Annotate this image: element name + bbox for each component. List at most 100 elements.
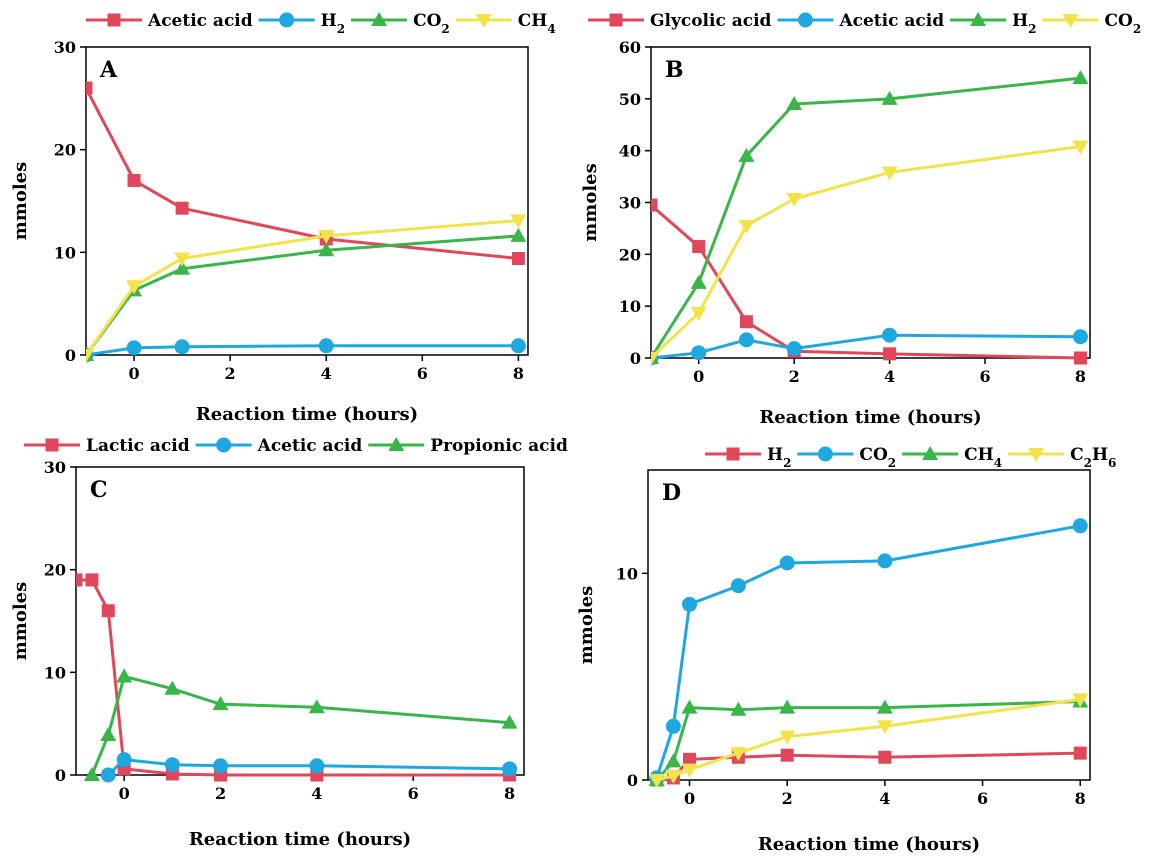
x-tick-label: 2 [225,364,236,383]
data-point [126,340,142,356]
series-1 [649,518,1088,786]
series-line [86,234,519,356]
x-tick-label: 6 [417,364,428,383]
legend-label: CO2 [413,11,450,36]
series-line [90,674,510,776]
plot-frame [85,46,529,356]
data-point [164,680,181,695]
legend: H2 CO2 CH4 C2H6 [705,445,1116,470]
chart-panel-b: 0 2 4 6 8 0 10 20 30 40 50 60 Reaction time (hours) m… [580,11,1141,428]
data-point [665,769,682,784]
legend-marker [726,447,740,461]
data-point [682,596,698,612]
x-tick-label: 0 [128,364,139,383]
data-point [100,767,116,783]
legend: Acetic acid H2 CO2 CH4 [86,11,556,36]
series-line [656,697,1081,782]
y-tick-label: 30 [619,194,641,213]
data-point [779,555,795,571]
data-point [126,280,143,295]
series-line [655,524,1081,779]
y-tick-label: 20 [54,141,76,160]
chart-panel-a: 0 2 4 6 8 0 10 20 30 Reaction time (hours) mmoles A… [10,11,556,425]
legend-label: CO2 [1105,11,1142,36]
legend-item: CO2 [1042,11,1142,36]
x-axis-label: Reaction time (hours) [189,829,411,850]
data-point [318,338,334,354]
data-point [318,229,335,244]
legend-item: CO2 [797,445,896,470]
data-point [1072,329,1088,345]
legend-item: CO2 [351,11,450,36]
x-tick-label: 2 [215,784,226,803]
data-point [127,173,141,187]
legend-label: Acetic acid [838,11,944,31]
data-point [1072,518,1088,534]
data-point [85,573,99,587]
legend-label: CO2 [859,445,896,470]
data-point [881,166,898,181]
data-point [511,251,525,265]
legend-marker [797,12,813,28]
data-point [116,668,133,683]
data-point [1072,140,1089,155]
data-point [730,701,747,716]
y-tick-label: 20 [44,561,66,580]
y-tick-label: 10 [54,243,76,262]
legend-item: CH4 [902,445,1002,470]
data-point [690,274,707,289]
legend-item: H2 [950,11,1037,36]
y-tick-label: 0 [55,766,66,785]
data-point [738,219,755,234]
series-0 [76,573,517,782]
data-point [174,252,191,267]
panel-letter: C [90,477,108,503]
series-2 [651,70,1089,364]
series-1 [100,752,518,783]
legend: Lactic acid Acetic acid Propionic acid [24,436,568,456]
series-1 [651,327,1088,366]
x-tick-label: 2 [789,367,800,386]
data-point [101,604,115,618]
x-axis-label: Reaction time (hours) [759,407,981,428]
y-axis-label: mmoles [580,163,601,242]
legend-item: Lactic acid [24,436,190,456]
series-3 [648,693,1089,788]
legend-label: Lactic acid [86,436,190,456]
panel-letter: D [662,480,681,506]
legend-label: Glycolic acid [650,11,772,31]
series-line [651,145,1081,360]
y-tick-label: 0 [627,771,638,790]
data-point [779,730,796,745]
data-point [683,752,697,766]
y-tick-label: 10 [44,663,66,682]
legend-marker [371,12,388,26]
series-2 [86,227,527,361]
series-line [655,699,1081,781]
data-point [174,260,191,275]
series-line [651,203,1081,360]
data-point [1072,70,1089,85]
legend-item: H2 [705,445,791,470]
x-tick-label: 0 [684,789,695,808]
y-axis-label: mmoles [10,582,31,661]
chart-panel-d: 0 2 4 6 8 0 10 Reaction time (hours) mmoles D H2 CO… [576,445,1116,855]
legend-label: CH4 [964,445,1002,470]
legend-item: Glycolic acid [588,11,772,31]
data-point [692,240,706,254]
series-line [86,344,519,357]
data-point [510,338,526,354]
legend-marker [609,13,623,27]
x-axis-label: Reaction time (hours) [758,834,980,855]
data-point [691,345,707,361]
data-point [86,81,93,95]
series-line [651,76,1081,359]
data-point [665,718,681,734]
series-line [651,333,1081,360]
legend: Glycolic acid Acetic acid H2 CO2 [588,11,1141,36]
data-point [881,90,898,105]
x-tick-label: 8 [1075,367,1086,386]
x-tick-label: 8 [1075,789,1086,808]
data-point [882,327,898,343]
